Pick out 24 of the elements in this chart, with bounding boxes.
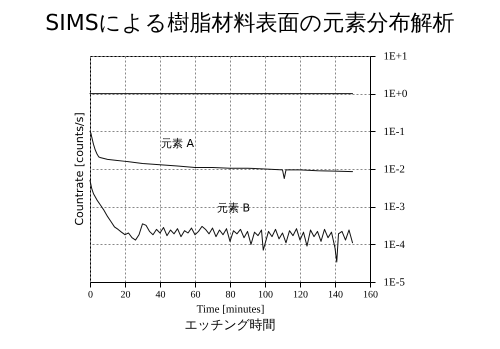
y-tick-label: 1E-2 — [384, 164, 405, 176]
x-tick-label: 120 — [293, 290, 308, 300]
y-tick-label: 1E-5 — [384, 276, 406, 288]
y-tick-label: 1E+1 — [384, 50, 408, 62]
y-tick-label: 1E-4 — [384, 238, 406, 251]
y-axis-title: Countrate [counts/s] — [73, 112, 86, 226]
x-tick-label: 160 — [363, 290, 378, 300]
x-tick-label: 80 — [226, 290, 236, 300]
x-tick-label: 140 — [328, 290, 343, 300]
y-tick-label: 1E+0 — [384, 88, 408, 100]
y-tick-label: 1E-3 — [384, 201, 406, 214]
line-series — [90, 130, 353, 179]
x-axis-title: Time [minutes] — [196, 304, 264, 316]
series-label: 元素 A — [160, 137, 194, 150]
y-tick-label: 1E-1 — [384, 126, 405, 138]
x-tick-label: 100 — [258, 290, 273, 300]
x-tick-label: 0 — [88, 290, 93, 300]
x-tick-label: 60 — [190, 290, 200, 300]
x-tick-label: 20 — [120, 290, 130, 300]
chart-title: SIMSによる樹脂材料表面の元素分布解析 — [44, 10, 456, 38]
text: エッチング時間 — [184, 317, 276, 334]
x-tick-label: 40 — [156, 290, 166, 300]
series-label: 元素 B — [216, 202, 250, 215]
line-series — [90, 180, 353, 262]
